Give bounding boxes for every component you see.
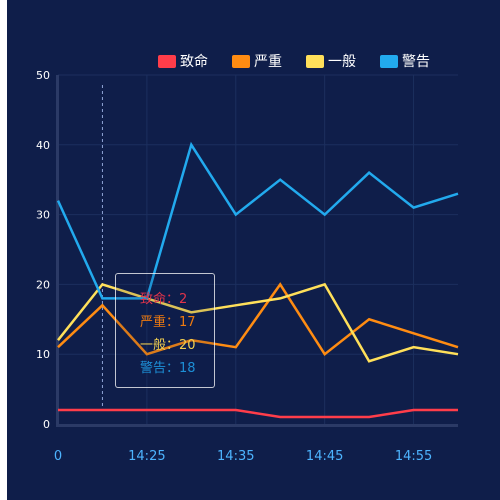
x-tick-label: 14:25 [128, 449, 165, 464]
tooltip-separator: ： [166, 338, 180, 353]
y-tick-label: 10 [36, 348, 50, 361]
legend-label-fatal: 致命 [180, 54, 208, 70]
x-axis-line [56, 424, 458, 427]
legend-item-fatal[interactable]: 致命 [158, 51, 208, 71]
y-tick-label: 40 [36, 139, 50, 152]
tooltip-row-severe: 严重：17 [140, 311, 214, 334]
tooltip-separator: ： [166, 292, 180, 307]
y-tick-label: 20 [36, 278, 50, 291]
y-tick-label: 30 [36, 209, 50, 222]
chart-tooltip: 致命：2 严重：17 一般：20 警告：18 [115, 273, 215, 388]
tooltip-value: 18 [179, 361, 196, 376]
x-tick-label: 14:55 [395, 449, 432, 464]
legend-swatch-severe [232, 54, 250, 68]
tooltip-value: 17 [179, 315, 196, 330]
tooltip-separator: ： [166, 315, 180, 330]
series-line-0 [58, 408, 458, 419]
tooltip-name: 警告 [140, 361, 167, 376]
tooltip-row-warning: 警告：18 [140, 357, 214, 380]
series-line-1 [57, 282, 459, 357]
tooltip-separator: ： [166, 361, 180, 376]
series-line-2 [57, 282, 459, 363]
x-tick-label: 0 [54, 449, 62, 464]
legend-swatch-warning [380, 54, 398, 68]
legend-label-warning: 警告 [402, 54, 430, 70]
x-tick-label: 14:45 [306, 449, 343, 464]
series-line-3 [56, 141, 459, 300]
legend-item-general[interactable]: 一般 [306, 51, 356, 71]
y-axis-line [56, 75, 59, 424]
tooltip-name: 一般 [140, 338, 167, 353]
legend-swatch-general [306, 54, 324, 68]
legend-item-warning[interactable]: 警告 [380, 51, 430, 71]
legend-swatch-fatal [158, 54, 176, 68]
legend-label-general: 一般 [328, 54, 356, 70]
chart-panel [7, 0, 500, 500]
tooltip-row-fatal: 致命：2 [140, 288, 214, 311]
tooltip-row-general: 一般：20 [140, 334, 214, 357]
x-tick-label: 14:35 [217, 449, 254, 464]
tooltip-value: 20 [179, 338, 196, 353]
tooltip-name: 严重 [140, 315, 167, 330]
y-tick-label: 0 [43, 418, 50, 431]
legend-label-severe: 严重 [254, 54, 282, 70]
y-tick-label: 50 [36, 69, 50, 82]
tooltip-value: 2 [179, 292, 188, 307]
chart-legend: 致命 严重 一般 警告 [158, 51, 430, 71]
tooltip-name: 致命 [140, 292, 167, 307]
legend-item-severe[interactable]: 严重 [232, 51, 282, 71]
